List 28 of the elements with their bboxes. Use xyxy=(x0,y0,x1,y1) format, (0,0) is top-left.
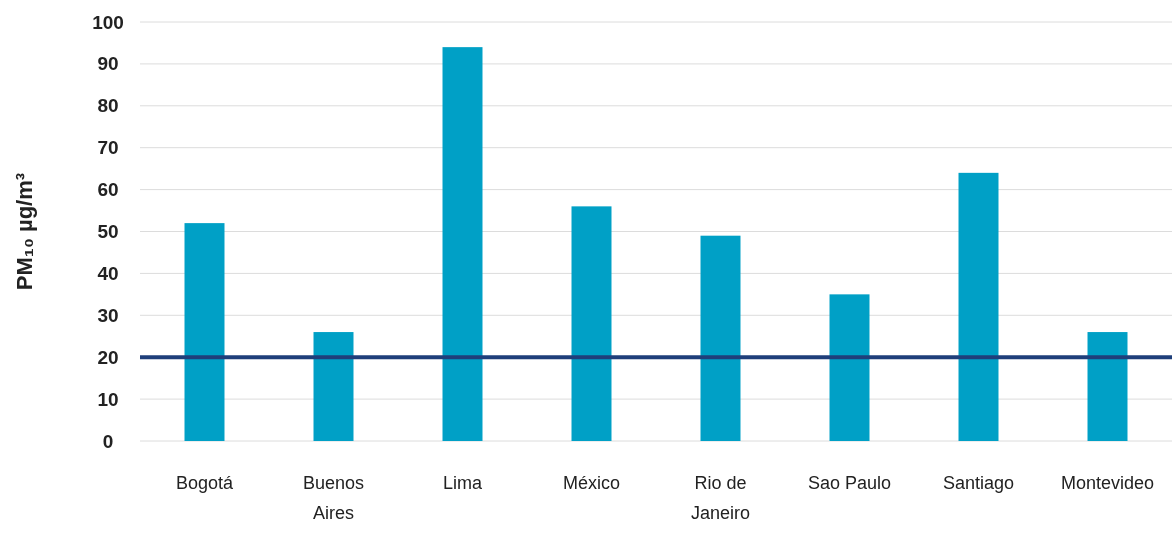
y-tick-label: 80 xyxy=(97,95,119,117)
bar xyxy=(571,206,612,441)
x-tick-label: Buenos Aires xyxy=(302,473,365,523)
bar xyxy=(829,294,870,441)
x-tick-label: Lima xyxy=(442,473,483,493)
y-tick-label: 90 xyxy=(97,53,119,75)
y-tick-label: 10 xyxy=(97,388,119,410)
bar xyxy=(958,172,999,441)
x-tick-label: Montevideo xyxy=(1060,473,1155,493)
bar xyxy=(700,235,741,441)
y-tick-label: 70 xyxy=(97,137,119,159)
x-tick-label: Santiago xyxy=(942,473,1015,493)
bar xyxy=(184,223,225,441)
y-tick-label: 50 xyxy=(97,221,119,243)
bar xyxy=(442,47,483,441)
y-tick-label: 20 xyxy=(97,346,119,368)
y-tick-label: 0 xyxy=(102,430,114,452)
y-tick-label: 60 xyxy=(97,179,119,201)
x-tick-label: México xyxy=(562,473,621,493)
y-axis-title: PM₁₀ µg/m³ xyxy=(12,172,37,291)
x-tick-label: Rio de Janeiro xyxy=(690,473,751,523)
bar xyxy=(1087,332,1128,441)
y-tick-label: 100 xyxy=(92,11,124,33)
bar xyxy=(313,332,354,441)
x-tick-label: Bogotá xyxy=(175,473,235,493)
y-tick-label: 40 xyxy=(97,262,119,284)
y-tick-label: 30 xyxy=(97,304,119,326)
x-tick-label: Sao Paulo xyxy=(807,473,892,493)
